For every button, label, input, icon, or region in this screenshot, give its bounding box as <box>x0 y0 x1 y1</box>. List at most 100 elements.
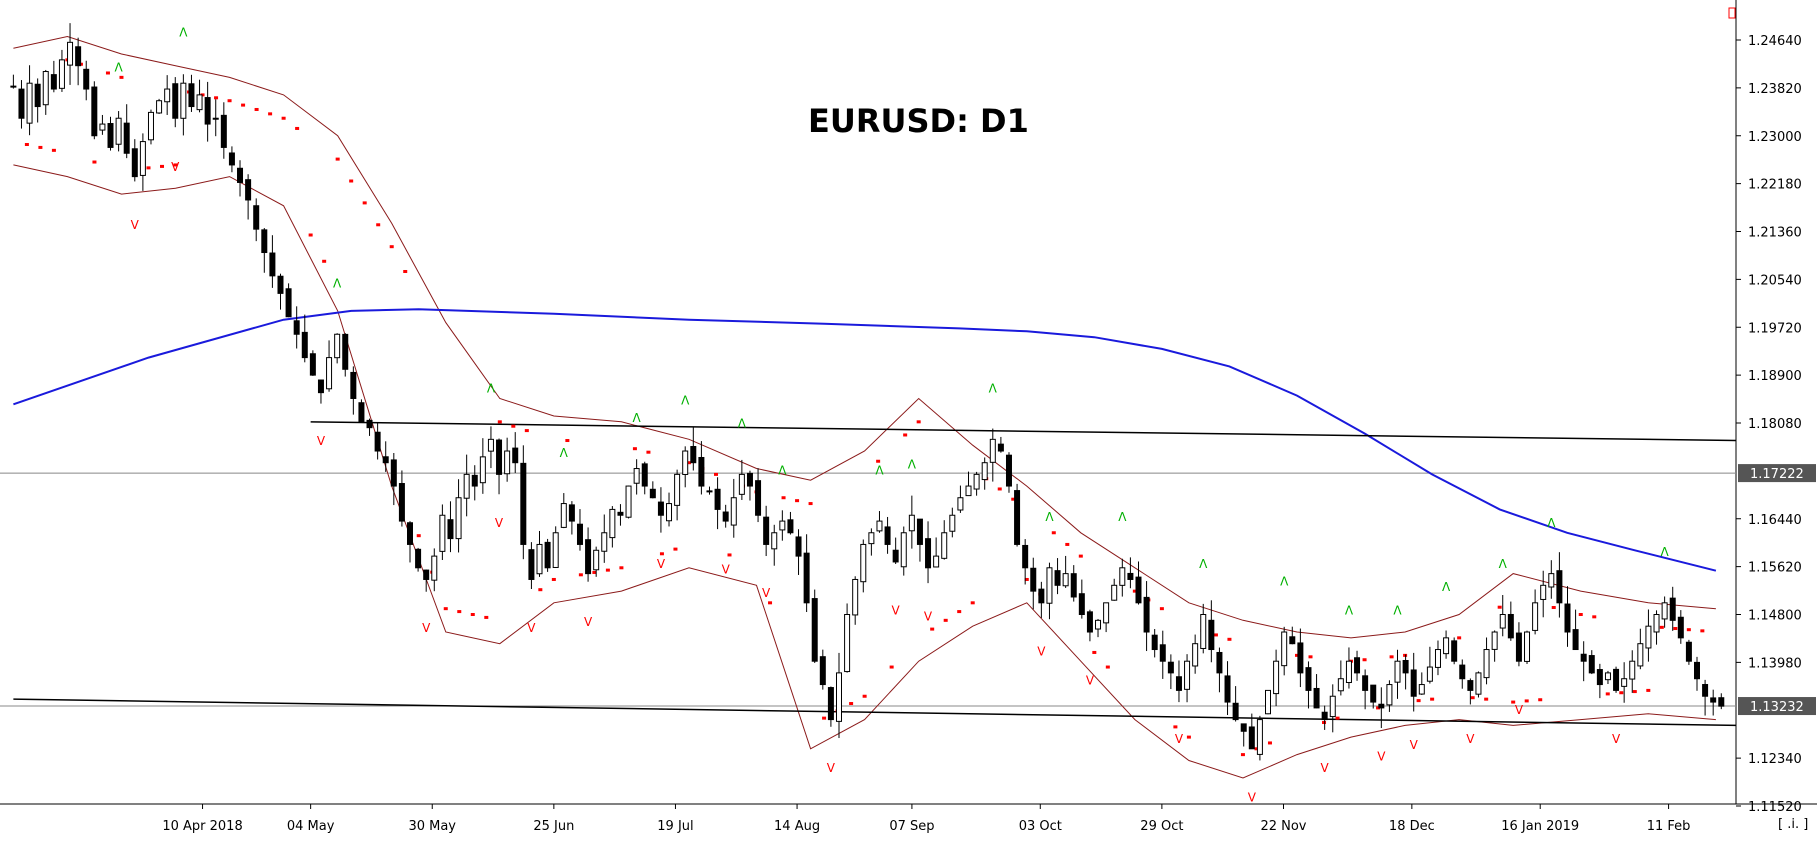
sar-dot <box>1686 628 1691 632</box>
candle-body <box>925 538 932 569</box>
candle-body <box>1499 614 1506 629</box>
candle-body <box>1556 570 1563 604</box>
candle-body <box>520 462 527 545</box>
x-tick-label: 25 Jun <box>533 819 574 834</box>
sar-dot <box>1646 688 1651 692</box>
candle-body <box>714 488 721 510</box>
fractal-up-icon: Λ <box>1045 510 1054 524</box>
candle-body <box>1362 675 1369 691</box>
candle-body <box>350 371 357 399</box>
candle-body <box>1604 672 1611 681</box>
candle-body <box>884 526 891 545</box>
x-tick-label: 19 Jul <box>657 819 693 834</box>
fractals: Λ Λ V V Λ V Λ V Λ V V Λ V Λ V Λ V Λ V Λ V Λ V Λ V Λ V Λ V Λ V Λ V Λ V Λ V Λ V Λ… <box>114 25 1669 804</box>
candle-body <box>147 111 154 141</box>
candle-body <box>649 488 656 499</box>
sar-dot <box>781 496 786 500</box>
candle-body <box>755 480 762 516</box>
sar-dot <box>646 450 651 454</box>
candle-body <box>722 511 729 522</box>
fractal-down-icon: V <box>892 604 901 618</box>
sar-dot <box>605 568 610 572</box>
sar-dot <box>497 420 502 424</box>
sar-dot <box>1632 690 1637 694</box>
candle-body <box>1394 660 1401 683</box>
sar-dot <box>686 461 691 465</box>
y-tick-label: 1.23000 <box>1748 130 1802 145</box>
corner-marker[interactable] <box>1728 7 1736 19</box>
candle-body <box>641 463 648 487</box>
y-tick-label: 1.18900 <box>1748 369 1802 384</box>
candle-body <box>1677 616 1684 639</box>
sar-dot <box>1051 531 1056 535</box>
candle-body <box>1143 596 1150 633</box>
sar-dot <box>24 143 29 147</box>
chart-grid <box>0 0 1817 805</box>
candle-body <box>528 549 535 580</box>
sar-dot <box>1484 697 1489 701</box>
candle-body <box>544 541 551 569</box>
candle-body <box>1070 573 1077 598</box>
candle-body <box>164 88 171 103</box>
fractal-up-icon: Λ <box>1442 580 1451 594</box>
sar-dot <box>389 245 394 249</box>
sar-dot <box>1132 589 1137 593</box>
candle-body <box>1265 689 1272 715</box>
candle-body <box>220 114 227 148</box>
candle-body <box>301 331 308 359</box>
fractal-down-icon: V <box>1175 732 1184 746</box>
candle-body <box>1119 567 1126 586</box>
x-tick-label: 16 Jan 2019 <box>1501 819 1579 834</box>
x-tick-label: 18 Dec <box>1389 819 1435 834</box>
candle-body <box>439 514 446 552</box>
candle-body <box>860 543 867 583</box>
candle-body <box>382 456 389 464</box>
candle-body <box>293 320 300 335</box>
candle-body <box>390 459 397 487</box>
sar-dot <box>362 201 367 205</box>
fractal-up-icon: Λ <box>778 463 787 477</box>
x-tick-label: 04 May <box>287 819 335 834</box>
sar-dot <box>1322 721 1327 725</box>
candle-body <box>1507 613 1514 639</box>
candle-body <box>836 672 843 722</box>
candle-body <box>1370 684 1377 703</box>
fractal-up-icon: Λ <box>1345 604 1354 618</box>
candle-body <box>1216 651 1223 674</box>
candle-body <box>479 456 486 484</box>
fractal-up-icon: Λ <box>1199 557 1208 571</box>
candle-body <box>1103 602 1110 624</box>
candle-body <box>560 503 567 528</box>
price-tag-label: 1.17222 <box>1750 467 1804 482</box>
candle-body <box>1289 636 1296 645</box>
candle-body <box>1451 640 1458 662</box>
candle-body <box>771 532 778 550</box>
trendline <box>13 698 1737 727</box>
candle-body <box>997 443 1004 452</box>
sar-dot <box>227 99 232 103</box>
candle-body <box>1248 726 1255 750</box>
candle-body <box>1329 695 1336 718</box>
candle-body <box>1297 642 1304 674</box>
sar-dot <box>822 716 827 720</box>
candle-body <box>965 485 972 497</box>
sar-dot <box>1700 629 1705 633</box>
candle-body <box>1548 573 1555 588</box>
candle-body <box>1192 643 1199 667</box>
candle-body <box>309 353 316 376</box>
candle-body <box>1046 567 1053 604</box>
candle-body <box>1491 631 1498 650</box>
candle-body <box>1208 619 1215 651</box>
candle-body <box>156 100 163 114</box>
candle-body <box>933 555 940 568</box>
sar-dot <box>51 148 56 152</box>
candle-body <box>1054 570 1061 586</box>
sar-dot <box>957 610 962 614</box>
candle-body <box>1515 632 1522 662</box>
candle-body <box>18 88 25 119</box>
fractal-down-icon: V <box>827 761 836 775</box>
candle-body <box>1386 684 1393 706</box>
sar-dot <box>105 71 110 75</box>
price-tag-label: 1.13232 <box>1750 700 1804 715</box>
